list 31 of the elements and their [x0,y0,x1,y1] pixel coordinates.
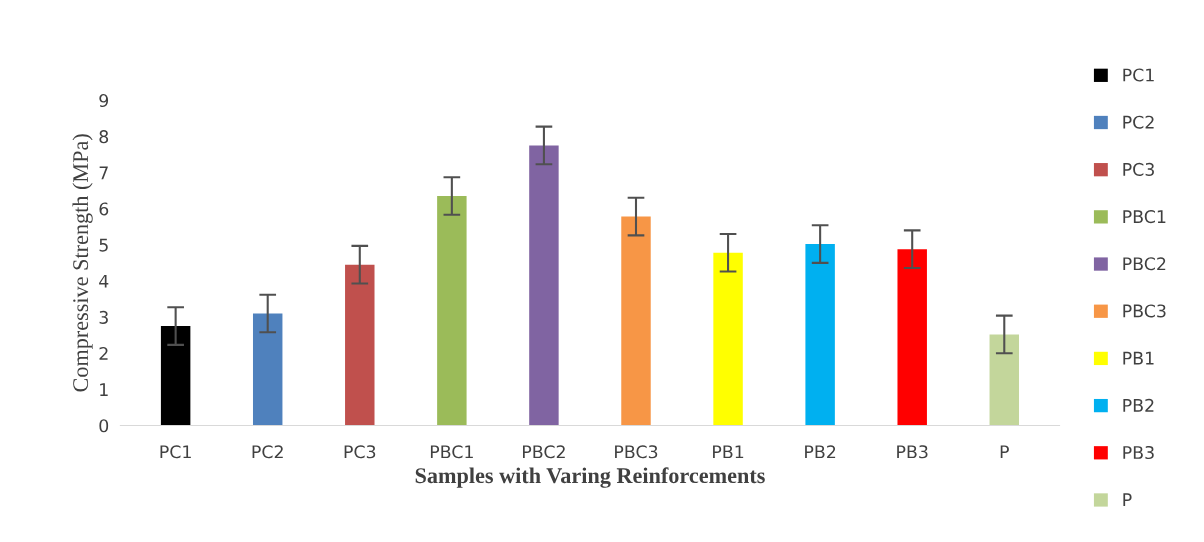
legend-label: PC3 [1123,162,1154,176]
y-tick-label: 1 [100,383,108,396]
y-tick-label: 6 [99,202,109,216]
legend-label: PBC1 [1123,210,1166,224]
y-axis-title: Compressive Strength (MPa) [72,134,93,392]
legend-label: P [1123,493,1132,507]
y-tick-label: 7 [99,166,108,180]
x-tick-label: P [1000,445,1009,459]
legend-label: PC1 [1123,68,1154,82]
x-tick-label: PB3 [897,445,928,459]
x-axis-title: Samples with Varing Reinforcements [415,467,765,488]
x-tick-label: PC2 [252,445,283,459]
y-tick-label: 8 [99,130,109,144]
y-tick-label: 9 [99,93,109,108]
legend-label: PC2 [1123,115,1154,129]
x-tick-label: PBC2 [523,445,565,459]
legend-label: PB2 [1123,398,1154,412]
legend-label: PBC2 [1123,257,1166,271]
y-tick-label: 5 [99,238,108,252]
legend-label: PB1 [1123,351,1154,365]
y-tick-label: 4 [99,274,109,288]
x-tick-label: PB2 [805,445,836,459]
x-tick-label: PC3 [344,445,376,459]
y-tick-label: 0 [99,419,109,433]
x-tick-label: PBC3 [615,445,658,459]
legend-label: PBC3 [1123,304,1166,318]
x-tick-label: PBC1 [430,445,473,459]
x-tick-label: PB1 [713,445,744,459]
x-tick-label: PC1 [160,445,191,459]
y-tick-label: 2 [99,346,108,360]
y-tick-label: 3 [99,310,108,324]
